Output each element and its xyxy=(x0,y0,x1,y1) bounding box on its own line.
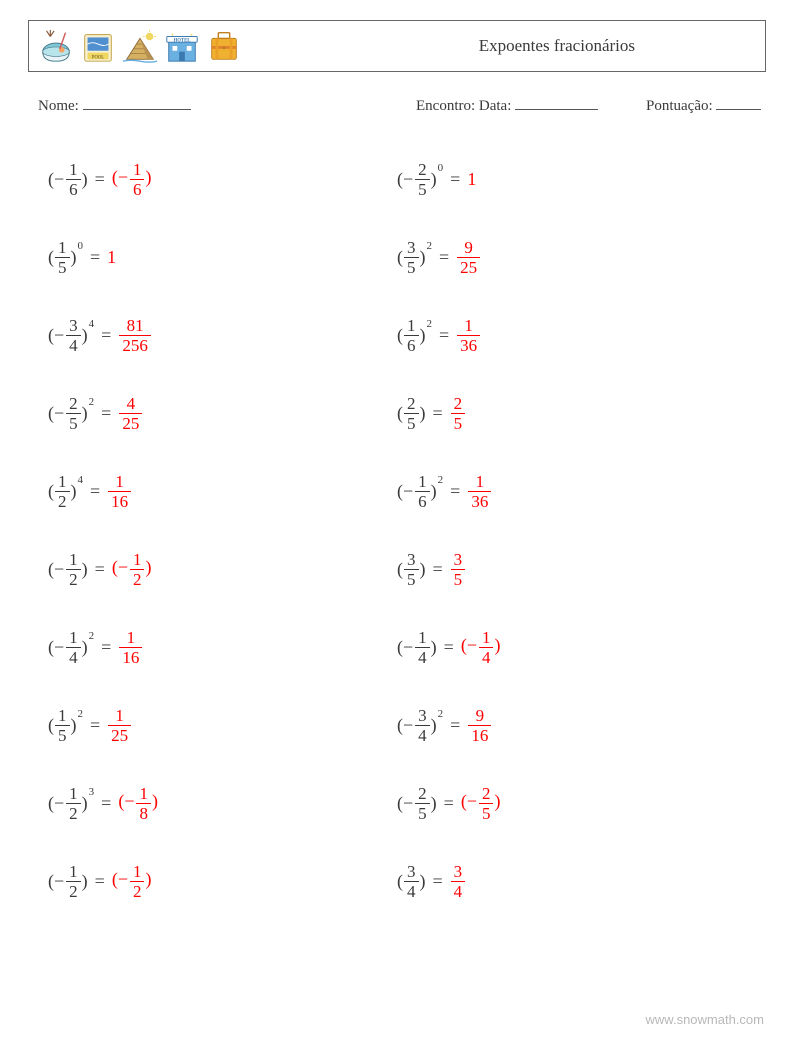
problem: (35)2=925 xyxy=(397,218,746,296)
problem: (34)=34 xyxy=(397,842,746,920)
hotel-icon: HOTEL xyxy=(163,27,201,65)
problem: (−34)2=916 xyxy=(397,686,746,764)
problem: (−12)=(−12) xyxy=(48,530,397,608)
worksheet-title: Expoentes fracionários xyxy=(479,36,635,56)
problem: (−25)2=425 xyxy=(48,374,397,452)
pont-field: Pontuação: xyxy=(646,94,761,115)
problem: (−12)=(−12) xyxy=(48,842,397,920)
problems-right-column: (−25)0=1(35)2=925(16)2=136(25)=25(−16)2=… xyxy=(397,140,746,920)
pool-icon: POOL xyxy=(79,27,117,65)
problem: (15)0=1 xyxy=(48,218,397,296)
pont-blank xyxy=(716,94,761,110)
problem: (−34)4=81256 xyxy=(48,296,397,374)
name-field: Nome: xyxy=(38,94,191,115)
problem: (−12)3=(−18) xyxy=(48,764,397,842)
data-blank xyxy=(515,94,598,110)
problem: (−25)0=1 xyxy=(397,140,746,218)
problem: (16)2=136 xyxy=(397,296,746,374)
watermark: www.snowmath.com xyxy=(646,1012,764,1027)
encontro-label: Encontro: Data: xyxy=(416,98,511,114)
problem: (25)=25 xyxy=(397,374,746,452)
svg-text:HOTEL: HOTEL xyxy=(174,38,191,43)
luggage-icon xyxy=(205,27,243,65)
problems-grid: (−16)=(−16)(15)0=1(−34)4=81256(−25)2=425… xyxy=(48,140,746,920)
problem: (−14)2=116 xyxy=(48,608,397,686)
problems-left-column: (−16)=(−16)(15)0=1(−34)4=81256(−25)2=425… xyxy=(48,140,397,920)
name-blank xyxy=(83,94,191,110)
pyramid-icon xyxy=(121,27,159,65)
problem: (−16)2=136 xyxy=(397,452,746,530)
encontro-field: Encontro: Data: xyxy=(416,94,598,115)
svg-text:POOL: POOL xyxy=(92,55,105,60)
problem: (15)2=125 xyxy=(48,686,397,764)
header-icons: POOL HOTEL xyxy=(29,27,243,65)
cocktail-icon xyxy=(37,27,75,65)
name-label: Nome: xyxy=(38,98,79,114)
problem: (−14)=(−14) xyxy=(397,608,746,686)
problem: (12)4=116 xyxy=(48,452,397,530)
problem: (−16)=(−16) xyxy=(48,140,397,218)
problem: (35)=35 xyxy=(397,530,746,608)
pont-label: Pontuação: xyxy=(646,98,713,114)
worksheet-header: POOL HOTEL xyxy=(28,20,766,72)
problem: (−25)=(−25) xyxy=(397,764,746,842)
